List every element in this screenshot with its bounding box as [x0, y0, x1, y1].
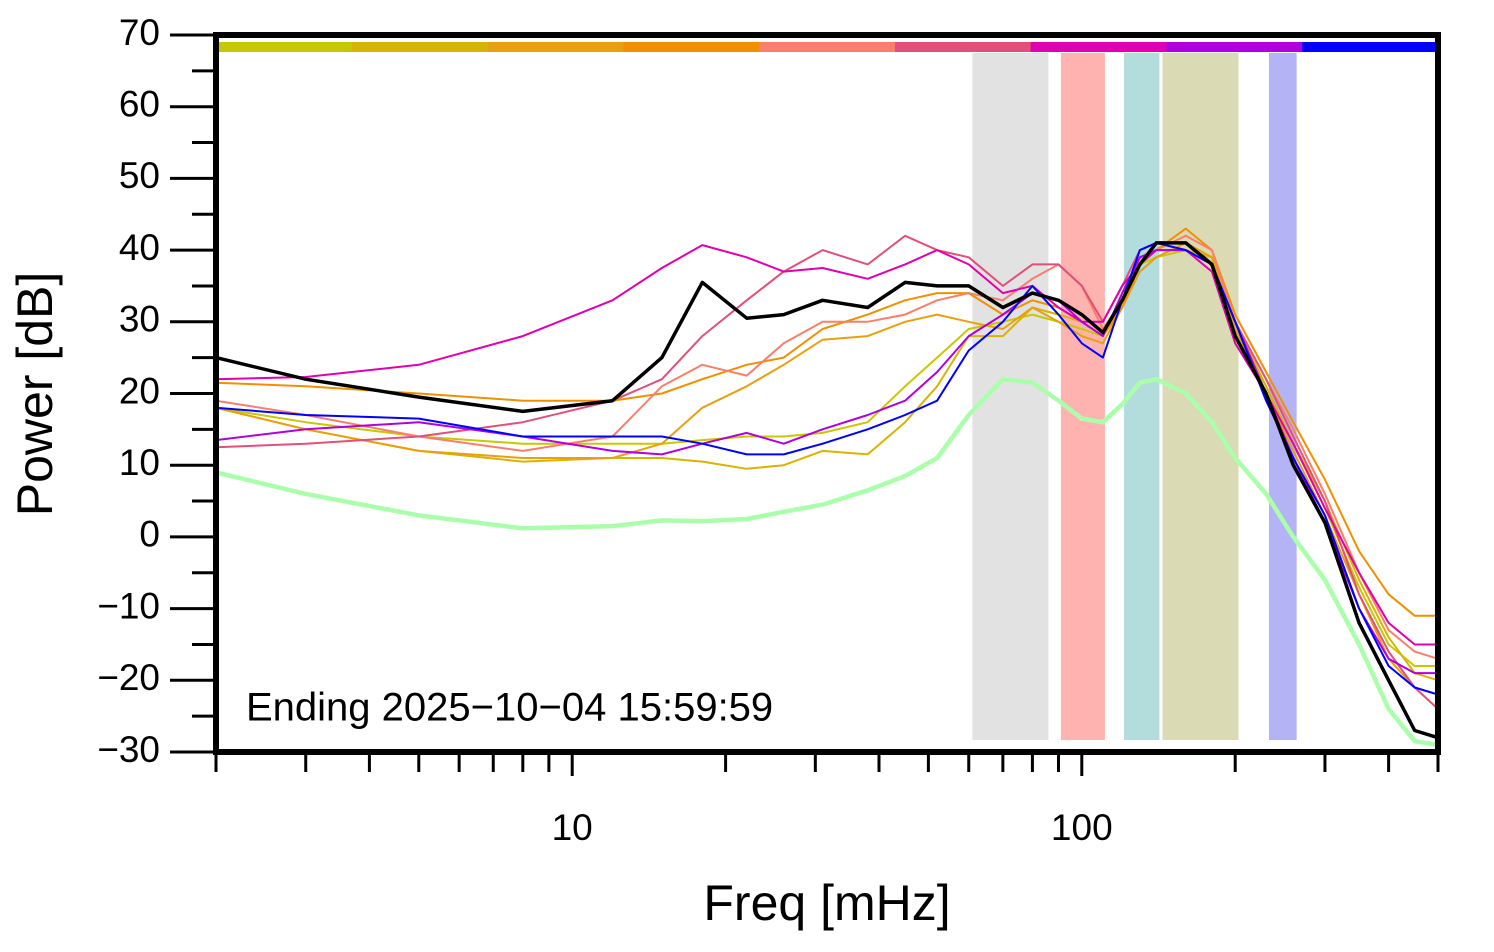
- color-bar-segment: [623, 42, 760, 52]
- plot-frame: [213, 32, 1441, 755]
- series-line: [215, 249, 1439, 682]
- series-line: [215, 244, 1438, 646]
- color-bar-segment: [1166, 42, 1303, 52]
- axes: −30 −20 −10 0 10 20 30 40 50 60 70 10 100: [97, 12, 1440, 848]
- band: [1269, 53, 1297, 740]
- series-line: [215, 241, 1439, 740]
- color-bar-segment: [1030, 42, 1167, 52]
- color-bar-segment: [487, 42, 624, 52]
- color-bar: [216, 42, 1439, 52]
- y-tick-label: 70: [119, 12, 160, 53]
- y-axis-title: Power [dB]: [7, 272, 63, 517]
- lines: [215, 227, 1439, 748]
- y-tick-label: 40: [119, 227, 160, 268]
- y-tick-label: 60: [119, 83, 160, 124]
- series-line: [215, 234, 1439, 660]
- bands: [972, 53, 1297, 740]
- y-tick-label: −30: [97, 729, 160, 770]
- color-bar-segment: [351, 42, 489, 52]
- series-line: [215, 241, 1439, 696]
- y-tick-label: −20: [97, 657, 160, 698]
- band: [1162, 53, 1239, 740]
- y-tick-label: 10: [119, 442, 160, 483]
- y-tick-label: 0: [139, 514, 160, 555]
- color-bar-segment: [1302, 42, 1439, 52]
- annotation: Ending 2025−10−04 15:59:59: [246, 686, 773, 730]
- color-bar-segment: [759, 42, 896, 52]
- band: [1060, 53, 1105, 740]
- y-tick-label: 30: [119, 299, 160, 340]
- series-line: [215, 249, 1438, 675]
- series-line: [215, 241, 1439, 696]
- y-tick-label: −10: [97, 585, 160, 626]
- y-tick-label: 20: [119, 370, 160, 411]
- series-line: [215, 376, 1439, 748]
- series-line: [215, 234, 1439, 710]
- color-bar-segment: [216, 42, 353, 52]
- series-line: [215, 227, 1438, 617]
- x-axis-title: Freq [mHz]: [703, 875, 950, 931]
- y-tick-label: 50: [119, 155, 160, 196]
- x-tick-label: 10: [552, 807, 593, 848]
- color-bar-segment: [894, 42, 1032, 52]
- series-line: [215, 249, 1438, 667]
- x-tick-label: 100: [1051, 807, 1113, 848]
